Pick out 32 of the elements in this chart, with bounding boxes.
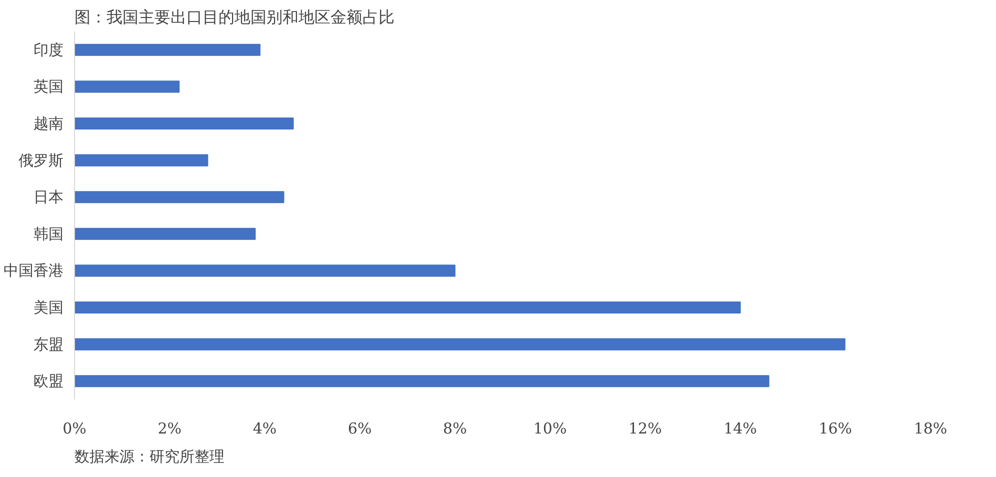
y-tick-label: 欧盟 [34,372,64,390]
x-tick-label: 2% [158,420,182,438]
bar [74,375,770,388]
bar [74,228,256,240]
bar [74,44,260,56]
x-tick-label: 14% [724,420,757,438]
x-tick-label: 8% [443,420,467,438]
y-tick-label: 俄罗斯 [18,151,64,170]
x-tick-label: 18% [914,420,948,438]
bar [74,80,180,93]
bar [74,154,208,166]
y-tick-label: 东盟 [34,335,64,354]
y-tick-label: 越南 [34,114,64,132]
y-tick-label: 中国香港 [4,262,64,280]
bar [74,191,284,204]
y-tick-label: 英国 [34,78,64,96]
y-tick-label: 韩国 [34,224,64,243]
x-tick-label: 12% [628,420,662,438]
x-tick-label: 10% [533,420,567,438]
x-tick-label: 4% [252,420,277,438]
y-tick-label: 印度 [34,40,64,59]
y-tick-label: 美国 [34,298,64,316]
x-tick-label: 16% [818,420,852,438]
bar [74,301,741,314]
bar [74,338,846,350]
bar [74,264,456,277]
y-tick-label: 日本 [34,188,64,206]
x-tick-label: 0% [62,420,86,438]
source-note: 数据来源：研究所整理 [74,448,224,466]
bar [74,117,294,130]
x-tick-label: 6% [348,420,372,438]
chart-title: 图：我国主要出口目的地国别和地区金额占比 [74,8,394,26]
